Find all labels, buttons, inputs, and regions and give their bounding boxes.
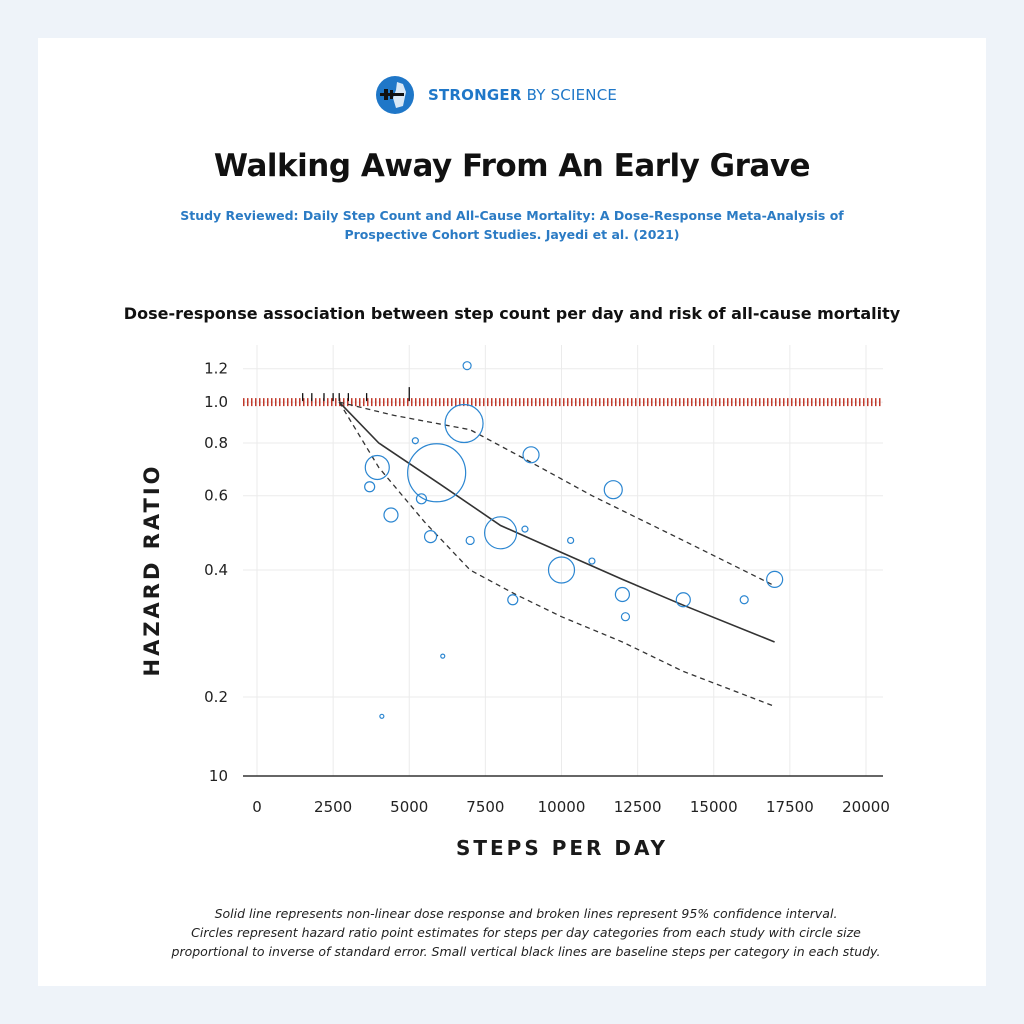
x-tick-label: 7500 (466, 798, 504, 816)
study-line-2: Prospective Cohort Studies. Jayedi et al… (344, 227, 680, 242)
dose-response-line (338, 401, 775, 643)
hazard-ratio-point (484, 516, 518, 550)
hazard-ratio-point (407, 443, 467, 503)
hazard-ratio-point (379, 713, 385, 719)
hazard-ratio-point (462, 361, 472, 371)
hazard-ratio-point (588, 557, 596, 565)
brand[interactable]: STRONGER BY SCIENCE (376, 76, 617, 114)
y-tick-label: 0.2 (204, 688, 228, 706)
brand-name-rest: BY SCIENCE (521, 86, 618, 104)
brand-logo-icon (376, 76, 414, 114)
hazard-ratio-point (383, 507, 399, 523)
ci-lower-line (338, 401, 775, 708)
study-reference: Study Reviewed: Daily Step Count and All… (150, 206, 874, 244)
hazard-ratio-point (423, 529, 438, 544)
x-tick-label: 0 (252, 798, 262, 816)
hazard-ratio-point (440, 653, 446, 659)
caption-line-3: proportional to inverse of standard erro… (171, 944, 881, 959)
brand-name-strong: STRONGER (428, 86, 522, 104)
x-tick-label: 17500 (766, 798, 814, 816)
y-tick-label: 0.6 (204, 487, 228, 505)
hazard-ratio-point (547, 556, 576, 584)
caption: Solid line represents non-linear dose re… (100, 904, 952, 961)
hazard-ratio-point (620, 612, 631, 622)
hazard-ratio-point (507, 594, 519, 606)
hazard-ratio-point (411, 437, 419, 445)
hazard-ratio-point (364, 481, 376, 493)
study-line-1: Study Reviewed: Daily Step Count and All… (180, 208, 844, 223)
x-axis-label: STEPS PER DAY (455, 836, 669, 860)
y-tick-label: 0.8 (204, 434, 228, 452)
x-tick-label: 10000 (538, 798, 586, 816)
page-title: Walking Away From An Early Grave (213, 148, 811, 184)
y-tick-label: 1.0 (204, 393, 228, 411)
hazard-ratio-point (675, 592, 691, 608)
hazard-ratio-point (567, 536, 575, 545)
caption-line-2: Circles represent hazard ratio point est… (191, 925, 861, 940)
y-tick-label: 0.4 (204, 561, 228, 579)
hazard-ratio-point (766, 570, 784, 588)
x-tick-label: 15000 (690, 798, 738, 816)
hazard-ratio-point (415, 493, 428, 505)
y-tick-label: 1.2 (204, 360, 228, 378)
hazard-ratio-point (521, 525, 529, 533)
hazard-ratio-point (614, 586, 631, 603)
x-tick-label: 20000 (842, 798, 890, 816)
hazard-ratio-point (444, 403, 484, 444)
chart-title: Dose-response association between step c… (123, 304, 901, 323)
hazard-ratio-point (364, 454, 390, 481)
hazard-ratio-point (603, 480, 623, 500)
y-tick-label-baseline: 10 (209, 767, 228, 785)
hazard-ratio-point (739, 595, 749, 605)
ci-upper-line (339, 401, 772, 585)
caption-line-1: Solid line represents non-linear dose re… (214, 906, 838, 921)
hazard-ratio-point (465, 535, 475, 546)
x-tick-label: 12500 (614, 798, 662, 816)
infographic-card (38, 38, 986, 986)
x-tick-label: 2500 (314, 798, 352, 816)
x-tick-label: 5000 (390, 798, 428, 816)
hazard-ratio-point (522, 446, 540, 464)
brand-name: STRONGER BY SCIENCE (428, 86, 617, 104)
